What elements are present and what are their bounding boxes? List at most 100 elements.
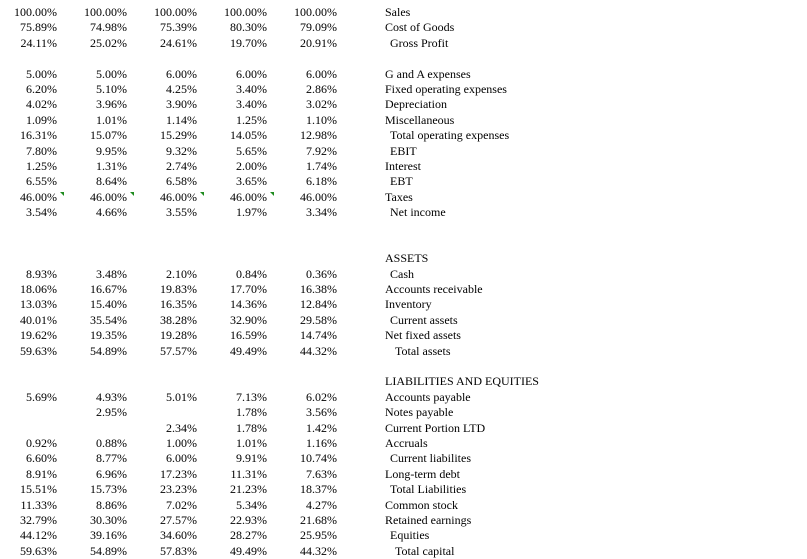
percent-cell[interactable]: 30.30% <box>57 513 127 528</box>
percent-cell[interactable]: 6.18% <box>267 174 337 189</box>
percent-cell[interactable]: 75.39% <box>127 20 197 35</box>
percent-cell[interactable]: 5.00% <box>8 67 57 82</box>
percent-cell[interactable]: 1.16% <box>267 436 337 451</box>
percent-cell[interactable]: 16.59% <box>197 328 267 343</box>
row-label[interactable]: Total assets <box>395 343 451 358</box>
percent-cell[interactable]: 2.34% <box>127 421 197 436</box>
percent-cell[interactable] <box>57 251 127 266</box>
percent-cell[interactable] <box>267 236 337 251</box>
percent-cell[interactable]: 6.00% <box>267 67 337 82</box>
percent-cell[interactable]: 2.00% <box>197 159 267 174</box>
percent-cell[interactable]: 74.98% <box>57 20 127 35</box>
percent-cell[interactable]: 1.42% <box>267 421 337 436</box>
percent-cell[interactable]: 20.91% <box>267 36 337 51</box>
percent-cell[interactable]: 15.51% <box>8 482 57 497</box>
percent-cell[interactable]: 5.01% <box>127 390 197 405</box>
percent-cell[interactable]: 49.49% <box>197 544 267 559</box>
percent-cell[interactable]: 0.36% <box>267 267 337 282</box>
percent-cell[interactable]: 7.80% <box>8 144 57 159</box>
percent-cell[interactable]: 19.62% <box>8 328 57 343</box>
percent-cell[interactable]: 100.00% <box>267 5 337 20</box>
percent-cell[interactable] <box>57 236 127 251</box>
percent-cell[interactable]: 1.00% <box>127 436 197 451</box>
row-label[interactable]: EBT <box>390 174 413 189</box>
row-label[interactable]: G and A expenses <box>385 66 471 81</box>
percent-cell[interactable]: 15.40% <box>57 297 127 312</box>
percent-cell[interactable] <box>57 359 127 374</box>
percent-cell[interactable] <box>8 374 57 389</box>
percent-cell[interactable] <box>267 51 337 66</box>
percent-cell[interactable]: 40.01% <box>8 313 57 328</box>
percent-cell[interactable]: 6.96% <box>57 467 127 482</box>
percent-cell[interactable]: 17.23% <box>127 467 197 482</box>
percent-cell[interactable]: 54.89% <box>57 344 127 359</box>
percent-cell[interactable]: 6.60% <box>8 451 57 466</box>
percent-cell[interactable]: 46.00% <box>267 190 337 205</box>
percent-cell[interactable]: 19.35% <box>57 328 127 343</box>
percent-cell[interactable]: 7.02% <box>127 498 197 513</box>
percent-cell[interactable] <box>8 405 57 420</box>
row-label[interactable]: Accounts payable <box>385 389 471 404</box>
percent-cell[interactable]: 9.91% <box>197 451 267 466</box>
percent-cell[interactable]: 19.70% <box>197 36 267 51</box>
row-label[interactable]: Inventory <box>385 297 432 312</box>
percent-cell[interactable]: 15.07% <box>57 128 127 143</box>
percent-cell[interactable]: 4.25% <box>127 82 197 97</box>
percent-cell[interactable]: 16.31% <box>8 128 57 143</box>
percent-cell[interactable]: 8.77% <box>57 451 127 466</box>
percent-cell[interactable]: 1.10% <box>267 113 337 128</box>
percent-cell[interactable] <box>127 405 197 420</box>
row-label[interactable]: Total Liabilities <box>390 482 467 497</box>
percent-cell[interactable]: 4.02% <box>8 97 57 112</box>
percent-cell[interactable] <box>127 374 197 389</box>
percent-cell[interactable]: 32.90% <box>197 313 267 328</box>
percent-cell[interactable]: 0.88% <box>57 436 127 451</box>
percent-cell[interactable]: 44.12% <box>8 528 57 543</box>
percent-cell[interactable] <box>197 359 267 374</box>
percent-cell[interactable]: 100.00% <box>8 5 57 20</box>
percent-cell[interactable]: 6.00% <box>127 451 197 466</box>
percent-cell[interactable] <box>267 251 337 266</box>
percent-cell[interactable]: 4.66% <box>57 205 127 220</box>
percent-cell[interactable]: 6.02% <box>267 390 337 405</box>
percent-cell[interactable]: 24.61% <box>127 36 197 51</box>
percent-cell[interactable]: 6.20% <box>8 82 57 97</box>
percent-cell[interactable]: 3.65% <box>197 174 267 189</box>
percent-cell[interactable]: 25.95% <box>267 528 337 543</box>
percent-cell[interactable] <box>197 374 267 389</box>
row-label[interactable]: Notes payable <box>385 405 454 420</box>
percent-cell[interactable]: 3.55% <box>127 205 197 220</box>
percent-cell[interactable]: 44.32% <box>267 344 337 359</box>
percent-cell[interactable]: 38.28% <box>127 313 197 328</box>
row-label[interactable]: Retained earnings <box>385 512 472 527</box>
percent-cell[interactable]: 1.01% <box>57 113 127 128</box>
percent-cell[interactable]: 2.86% <box>267 82 337 97</box>
percent-cell[interactable]: 49.49% <box>197 344 267 359</box>
percent-cell[interactable]: 8.64% <box>57 174 127 189</box>
percent-cell[interactable]: 79.09% <box>267 20 337 35</box>
percent-cell[interactable]: 1.25% <box>197 113 267 128</box>
percent-cell[interactable]: 1.78% <box>197 405 267 420</box>
percent-cell[interactable] <box>267 374 337 389</box>
row-label[interactable]: Interest <box>385 158 421 173</box>
row-label[interactable]: Total capital <box>395 543 455 558</box>
percent-cell[interactable]: 18.06% <box>8 282 57 297</box>
percent-cell[interactable]: 19.83% <box>127 282 197 297</box>
percent-cell[interactable] <box>127 251 197 266</box>
row-label[interactable]: Long-term debt <box>385 466 460 481</box>
percent-cell[interactable]: 100.00% <box>127 5 197 20</box>
percent-cell[interactable]: 3.48% <box>57 267 127 282</box>
row-label[interactable]: Net fixed assets <box>385 328 461 343</box>
percent-cell[interactable]: 35.54% <box>57 313 127 328</box>
row-label[interactable]: Common stock <box>385 497 459 512</box>
percent-cell[interactable]: 1.97% <box>197 205 267 220</box>
percent-cell[interactable]: 12.84% <box>267 297 337 312</box>
percent-cell[interactable]: 13.03% <box>8 297 57 312</box>
percent-cell[interactable]: 100.00% <box>197 5 267 20</box>
percent-cell[interactable]: 14.05% <box>197 128 267 143</box>
percent-cell[interactable] <box>267 359 337 374</box>
row-label[interactable]: Cash <box>390 266 414 281</box>
percent-cell[interactable]: 1.78% <box>197 421 267 436</box>
percent-cell[interactable]: 3.40% <box>197 82 267 97</box>
row-label[interactable]: Current liabilites <box>390 451 471 466</box>
